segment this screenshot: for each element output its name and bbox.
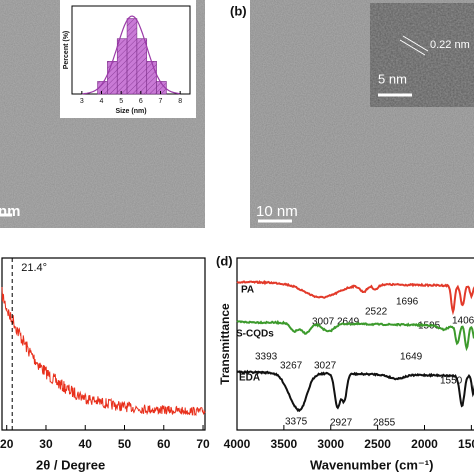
tem-image-b: 0.22 nm 5 nm 10 nm: [250, 0, 474, 228]
series-label: PA: [241, 285, 254, 296]
peak-label: 2649: [337, 317, 360, 328]
x-tick-label: 4000: [224, 437, 251, 451]
x-tick-label: 7: [159, 98, 163, 105]
peak-label: 1649: [400, 352, 423, 363]
x-tick-label: 60: [157, 437, 171, 451]
x-tick-label: 1500: [458, 437, 474, 451]
peak-label: 1550: [440, 376, 463, 387]
peak-label: 1696: [396, 297, 419, 308]
x-tick-label: 2500: [364, 437, 391, 451]
fit-curve: [81, 15, 181, 95]
peak-label: 1406: [452, 316, 474, 327]
peak-label: 2522: [365, 307, 388, 318]
inset-scale-bar-label: 5 nm: [378, 71, 407, 86]
bar: [116, 38, 128, 95]
x-tick-label: 40: [79, 437, 93, 451]
panel-label: (d): [216, 253, 233, 268]
peak-label: 3393: [255, 352, 278, 363]
xrd-panel: 2θ / Degree 20 30 40 50 60 70 21.4°: [0, 257, 210, 472]
xrd-curve: [1, 286, 206, 417]
y-axis-label: Percent (%): [63, 31, 70, 70]
bar: [107, 61, 118, 95]
x-tick-label: 6: [139, 98, 143, 105]
x-tick-label: 50: [118, 437, 132, 451]
ftir-curve: [236, 319, 474, 352]
peak-label: 3027: [314, 361, 337, 372]
x-tick-label: 3: [80, 98, 84, 105]
peak-label: 3007: [312, 317, 335, 328]
x-tick-label: 2000: [411, 437, 438, 451]
bar: [126, 18, 138, 95]
peak-annotation: 21.4°: [21, 262, 47, 274]
x-tick-label: 3500: [271, 437, 298, 451]
x-tick-label: 70: [196, 437, 210, 451]
x-tick-label: 3000: [317, 437, 344, 451]
scale-bar-label: nm: [0, 203, 21, 220]
panel-label: (b): [230, 3, 247, 18]
x-tick-label: 30: [39, 437, 53, 451]
ftir-curve: [236, 279, 474, 316]
x-axis-label: Size (nm): [115, 108, 146, 115]
bar: [156, 81, 167, 95]
ftir-panel: (d) Transmittance Wavenumber (cm⁻¹) PA S…: [216, 253, 474, 472]
bar: [136, 38, 148, 95]
series-label: EDA: [239, 373, 260, 384]
series-label: S-CQDs: [236, 329, 274, 340]
x-axis-label: Wavenumber (cm⁻¹): [310, 457, 433, 472]
x-axis-label: 2θ / Degree: [36, 457, 105, 472]
peak-label: 2927: [330, 418, 353, 429]
y-axis-label: Transmittance: [218, 303, 232, 385]
x-tick-label: 8: [178, 98, 182, 105]
scale-bar-label: 10 nm: [256, 203, 298, 220]
peak-label: 3375: [285, 417, 308, 428]
x-tick-label: 4: [100, 98, 104, 105]
bar: [146, 61, 157, 95]
lattice-spacing: 0.22 nm: [430, 39, 470, 51]
ftir-curve: [236, 369, 474, 413]
x-tick-label: 5: [119, 98, 123, 105]
histogram-inset: Percent (%) Size (nm) 3 4 5 6 7 8: [60, 0, 196, 118]
peak-label: 2855: [373, 418, 396, 429]
peak-label: 3267: [280, 361, 303, 372]
x-tick-label: 20: [0, 437, 14, 451]
